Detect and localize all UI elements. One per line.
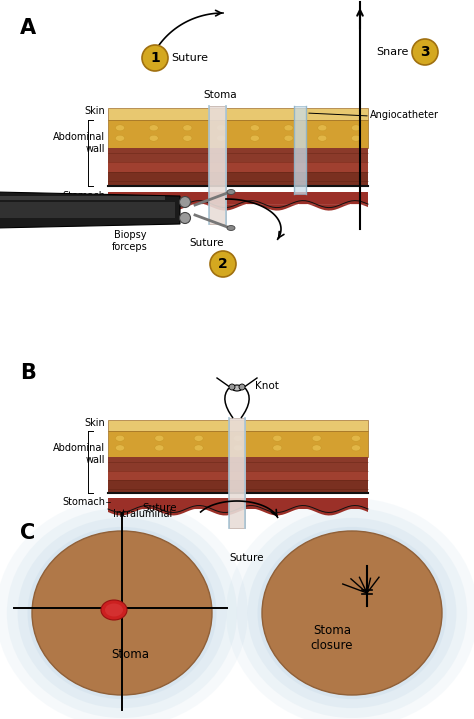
Ellipse shape	[217, 125, 226, 131]
Text: B: B	[20, 363, 36, 383]
Ellipse shape	[257, 527, 447, 699]
Ellipse shape	[262, 531, 442, 695]
Bar	[108, 162, 368, 173]
Ellipse shape	[232, 385, 242, 391]
Text: Snare: Snare	[377, 47, 409, 57]
Ellipse shape	[105, 603, 123, 616]
Text: Stoma: Stoma	[111, 649, 149, 661]
Text: Suture: Suture	[190, 238, 224, 248]
Ellipse shape	[0, 498, 248, 719]
Ellipse shape	[250, 135, 259, 141]
Bar	[294, 106, 306, 194]
Bar	[108, 480, 368, 493]
Ellipse shape	[18, 518, 227, 708]
Text: Skin: Skin	[84, 418, 105, 428]
Bar	[229, 418, 245, 528]
Text: Stoma: Stoma	[203, 90, 237, 100]
Text: Suture: Suture	[142, 503, 176, 513]
Ellipse shape	[312, 445, 321, 451]
Text: Suture: Suture	[230, 553, 264, 563]
Text: 1: 1	[150, 51, 160, 65]
Ellipse shape	[183, 135, 192, 141]
Ellipse shape	[273, 445, 282, 451]
Ellipse shape	[352, 125, 361, 131]
Text: Knot: Knot	[255, 381, 279, 391]
Ellipse shape	[32, 531, 212, 695]
Bar	[108, 431, 368, 457]
Circle shape	[210, 251, 236, 277]
Ellipse shape	[284, 125, 293, 131]
Text: Skin: Skin	[84, 106, 105, 116]
Ellipse shape	[318, 135, 327, 141]
Circle shape	[180, 213, 191, 224]
Ellipse shape	[318, 125, 327, 131]
Text: C: C	[20, 523, 35, 543]
Ellipse shape	[149, 125, 158, 131]
Circle shape	[142, 45, 168, 71]
Ellipse shape	[155, 445, 164, 451]
Ellipse shape	[227, 190, 235, 195]
Polygon shape	[0, 192, 180, 228]
Ellipse shape	[27, 527, 217, 699]
Text: Biopsy
forceps: Biopsy forceps	[112, 230, 148, 252]
Ellipse shape	[194, 435, 203, 441]
Text: Stoma
closure: Stoma closure	[311, 624, 353, 652]
Ellipse shape	[352, 445, 361, 451]
Bar	[108, 498, 368, 509]
Text: 3: 3	[420, 45, 430, 59]
Ellipse shape	[312, 435, 321, 441]
Ellipse shape	[250, 125, 259, 131]
Ellipse shape	[149, 135, 158, 141]
Ellipse shape	[116, 125, 125, 131]
Circle shape	[412, 39, 438, 65]
Text: Abdominal
wall: Abdominal wall	[53, 443, 105, 464]
Ellipse shape	[352, 135, 361, 141]
Ellipse shape	[116, 445, 125, 451]
Bar	[210, 106, 227, 224]
Ellipse shape	[7, 508, 237, 718]
Bar	[108, 192, 368, 204]
Text: Angiocatheter: Angiocatheter	[370, 110, 439, 120]
Ellipse shape	[183, 125, 192, 131]
Text: Stomach: Stomach	[62, 497, 105, 507]
Ellipse shape	[273, 435, 282, 441]
Text: Abdominal
wall: Abdominal wall	[53, 132, 105, 154]
Bar	[108, 120, 368, 148]
Bar	[108, 457, 368, 471]
Text: Intraluminal: Intraluminal	[113, 509, 172, 519]
Ellipse shape	[237, 508, 467, 718]
Ellipse shape	[116, 435, 125, 441]
Ellipse shape	[116, 135, 125, 141]
Circle shape	[239, 384, 245, 390]
Ellipse shape	[352, 435, 361, 441]
Circle shape	[180, 196, 191, 208]
Text: A: A	[20, 18, 36, 38]
Ellipse shape	[247, 518, 456, 708]
Ellipse shape	[217, 135, 226, 141]
Text: Stomach: Stomach	[62, 191, 105, 201]
Bar	[108, 420, 368, 431]
Bar	[108, 471, 368, 480]
Ellipse shape	[234, 435, 243, 441]
Bar	[108, 108, 368, 120]
Text: Intraluminal: Intraluminal	[113, 205, 172, 215]
Ellipse shape	[226, 498, 474, 719]
Text: Suture: Suture	[171, 53, 208, 63]
Ellipse shape	[234, 445, 243, 451]
Circle shape	[229, 384, 235, 390]
Ellipse shape	[155, 435, 164, 441]
Bar	[108, 173, 368, 186]
Bar	[0, 196, 165, 200]
Ellipse shape	[194, 445, 203, 451]
Ellipse shape	[227, 226, 235, 231]
Bar	[108, 148, 368, 162]
Text: 2: 2	[218, 257, 228, 271]
Ellipse shape	[284, 135, 293, 141]
Bar	[0, 202, 175, 218]
Ellipse shape	[101, 600, 127, 620]
